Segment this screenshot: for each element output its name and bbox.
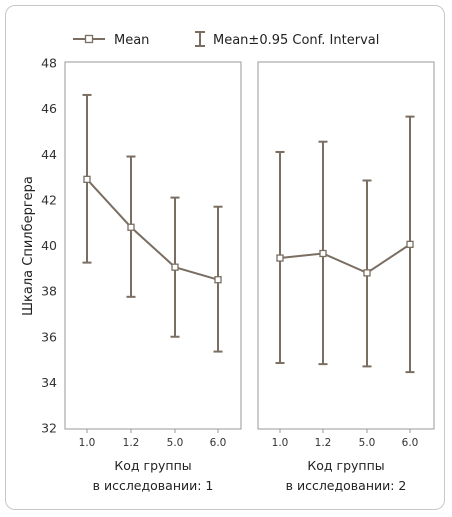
mean-line: [279, 243, 411, 275]
y-tick-label: 48: [41, 56, 57, 71]
x-tick-label: 6.0: [402, 437, 419, 449]
panel-1-series: [82, 93, 223, 353]
panel-2-frame: [257, 61, 435, 430]
y-tick-label: 40: [41, 238, 57, 253]
y-tick-label: 44: [41, 147, 57, 162]
mean-point: [363, 269, 371, 277]
legend-mean-label: Mean: [114, 33, 149, 48]
panel-2-series: [275, 115, 415, 374]
panel-2-x-tick-labels: 1.0 1.2 5.0 6.0: [272, 429, 419, 449]
y-tick-label: 42: [41, 192, 57, 207]
x-tick-label: 5.0: [359, 437, 376, 449]
mean-point: [276, 254, 284, 262]
y-tick-label: 36: [41, 329, 57, 344]
panel-2-x-axis-title-line2: в исследовании: 2: [286, 478, 407, 493]
legend: Mean Mean±0.95 Conf. Interval: [73, 31, 379, 48]
mean-point: [171, 263, 179, 271]
x-tick-label: 1.0: [272, 437, 289, 449]
y-tick-labels: 32 34 36 38 40 42 44 46 48: [41, 56, 57, 436]
y-tick-label: 34: [41, 375, 57, 390]
legend-mean-marker: [84, 34, 94, 44]
x-tick-label: 1.2: [123, 437, 140, 449]
panel-1-x-axis-title-line1: Код группы: [114, 458, 191, 473]
legend-ci-icon: [195, 31, 205, 47]
mean-point: [214, 276, 222, 284]
x-tick-label: 1.2: [315, 437, 332, 449]
y-tick-label: 46: [41, 101, 57, 116]
panel-1-x-tick-labels: 1.0 1.2 5.0 6.0: [79, 429, 227, 449]
mean-line: [86, 178, 219, 281]
mean-point: [406, 240, 414, 249]
mean-point: [127, 223, 135, 231]
chart-frame: [5, 5, 445, 510]
panel-1-x-axis-title-line2: в исследовании: 1: [93, 478, 214, 493]
y-axis-title: Шкала Спилбергера: [21, 176, 36, 316]
panel-2-x-axis-title-line1: Код группы: [307, 458, 384, 473]
x-tick-label: 1.0: [79, 437, 96, 449]
mean-point: [83, 175, 91, 183]
mean-point: [319, 249, 327, 258]
y-tick-label: 38: [41, 284, 57, 299]
x-tick-label: 6.0: [210, 437, 227, 449]
y-tick-label: 32: [41, 421, 57, 436]
legend-ci-label: Mean±0.95 Conf. Interval: [213, 33, 379, 48]
x-tick-label: 5.0: [167, 437, 184, 449]
panel-1-frame: [64, 61, 242, 430]
